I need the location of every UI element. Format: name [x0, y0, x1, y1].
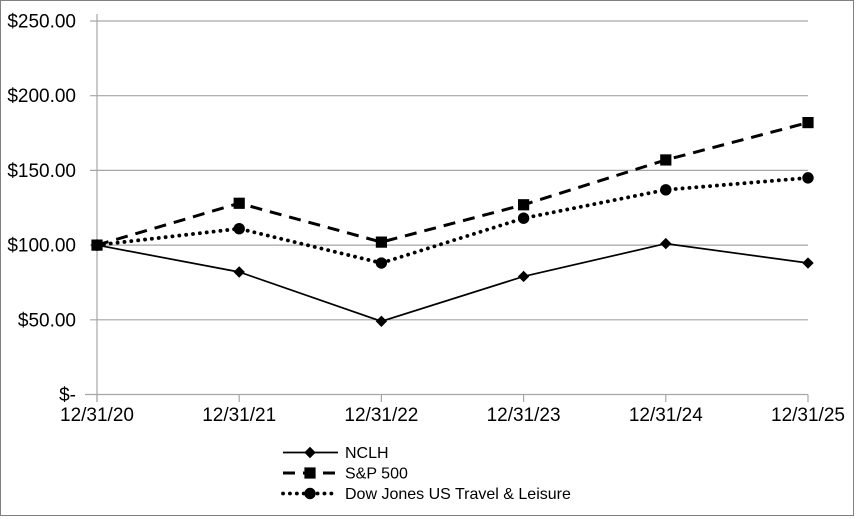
legend-marker [304, 446, 316, 459]
series-dow-jones-us-travel-leisure [91, 172, 814, 269]
y-axis-tick-label: $100.00 [7, 236, 76, 257]
marker-s-p-500 [233, 197, 245, 209]
legend-item-nclh: NCLH [283, 445, 389, 462]
x-axis-tick-label: 12/31/20 [60, 405, 134, 426]
y-axis-tick-label: $150.00 [7, 161, 76, 182]
x-axis-tick-label: 12/31/22 [344, 405, 418, 426]
gridlines [85, 20, 808, 396]
marker-nclh [375, 315, 388, 327]
x-axis-ticks [96, 394, 809, 402]
y-axis-tick-label: $250.00 [7, 12, 76, 33]
marker-s-p-500 [375, 236, 387, 248]
marker-dow-jones-us-travel-leisure [233, 222, 245, 235]
marker-nclh [802, 257, 814, 269]
legend-item-s-p-500: S&P 500 [283, 466, 408, 483]
legend-item-dow-jones-us-travel-leisure: Dow Jones US Travel & Leisure [281, 486, 571, 503]
series-nclh [91, 237, 814, 327]
series-line-s-p-500 [96, 121, 809, 247]
x-axis-tick-label: 12/31/25 [771, 405, 845, 426]
marker-s-p-500 [518, 199, 530, 211]
legend: NCLH S&P 500 Dow Jones US Travel & Leisure [281, 445, 571, 503]
y-axis-tick-label: $- [59, 385, 76, 406]
x-axis-tick-label: 12/31/24 [629, 405, 703, 426]
series-line-nclh [96, 242, 809, 323]
marker-dow-jones-us-travel-leisure [517, 212, 530, 224]
legend-label: Dow Jones US Travel & Leisure [345, 486, 571, 503]
marker-nclh [660, 237, 672, 250]
x-axis-tick-label: 12/31/23 [487, 405, 561, 426]
legend-label: NCLH [345, 445, 389, 462]
series-line-dow-jones-us-travel-leisure [95, 175, 810, 265]
marker-s-p-500 [802, 116, 814, 129]
y-axis-tick-label: $50.00 [18, 310, 76, 331]
marker-nclh [517, 270, 530, 283]
marker-nclh [233, 266, 245, 278]
marker-dow-jones-us-travel-leisure [802, 172, 814, 184]
legend-marker [304, 467, 316, 479]
legend-label: S&P 500 [345, 466, 408, 483]
marker-s-p-500 [660, 154, 672, 166]
y-axis-tick-label: $200.00 [7, 86, 76, 107]
y-axis-labels: $- $50.00 $100.00 $150.00 $200.00 $250.00 [7, 12, 76, 407]
x-axis-tick-label: 12/31/21 [202, 405, 276, 426]
legend-marker [304, 487, 316, 500]
marker-dow-jones-us-travel-leisure [660, 184, 672, 196]
marker-dow-jones-us-travel-leisure [375, 257, 388, 269]
marker-dow-jones-us-travel-leisure [91, 239, 103, 251]
x-axis-labels: 12/31/20 12/31/21 12/31/22 12/31/23 12/31/24… [60, 405, 845, 426]
